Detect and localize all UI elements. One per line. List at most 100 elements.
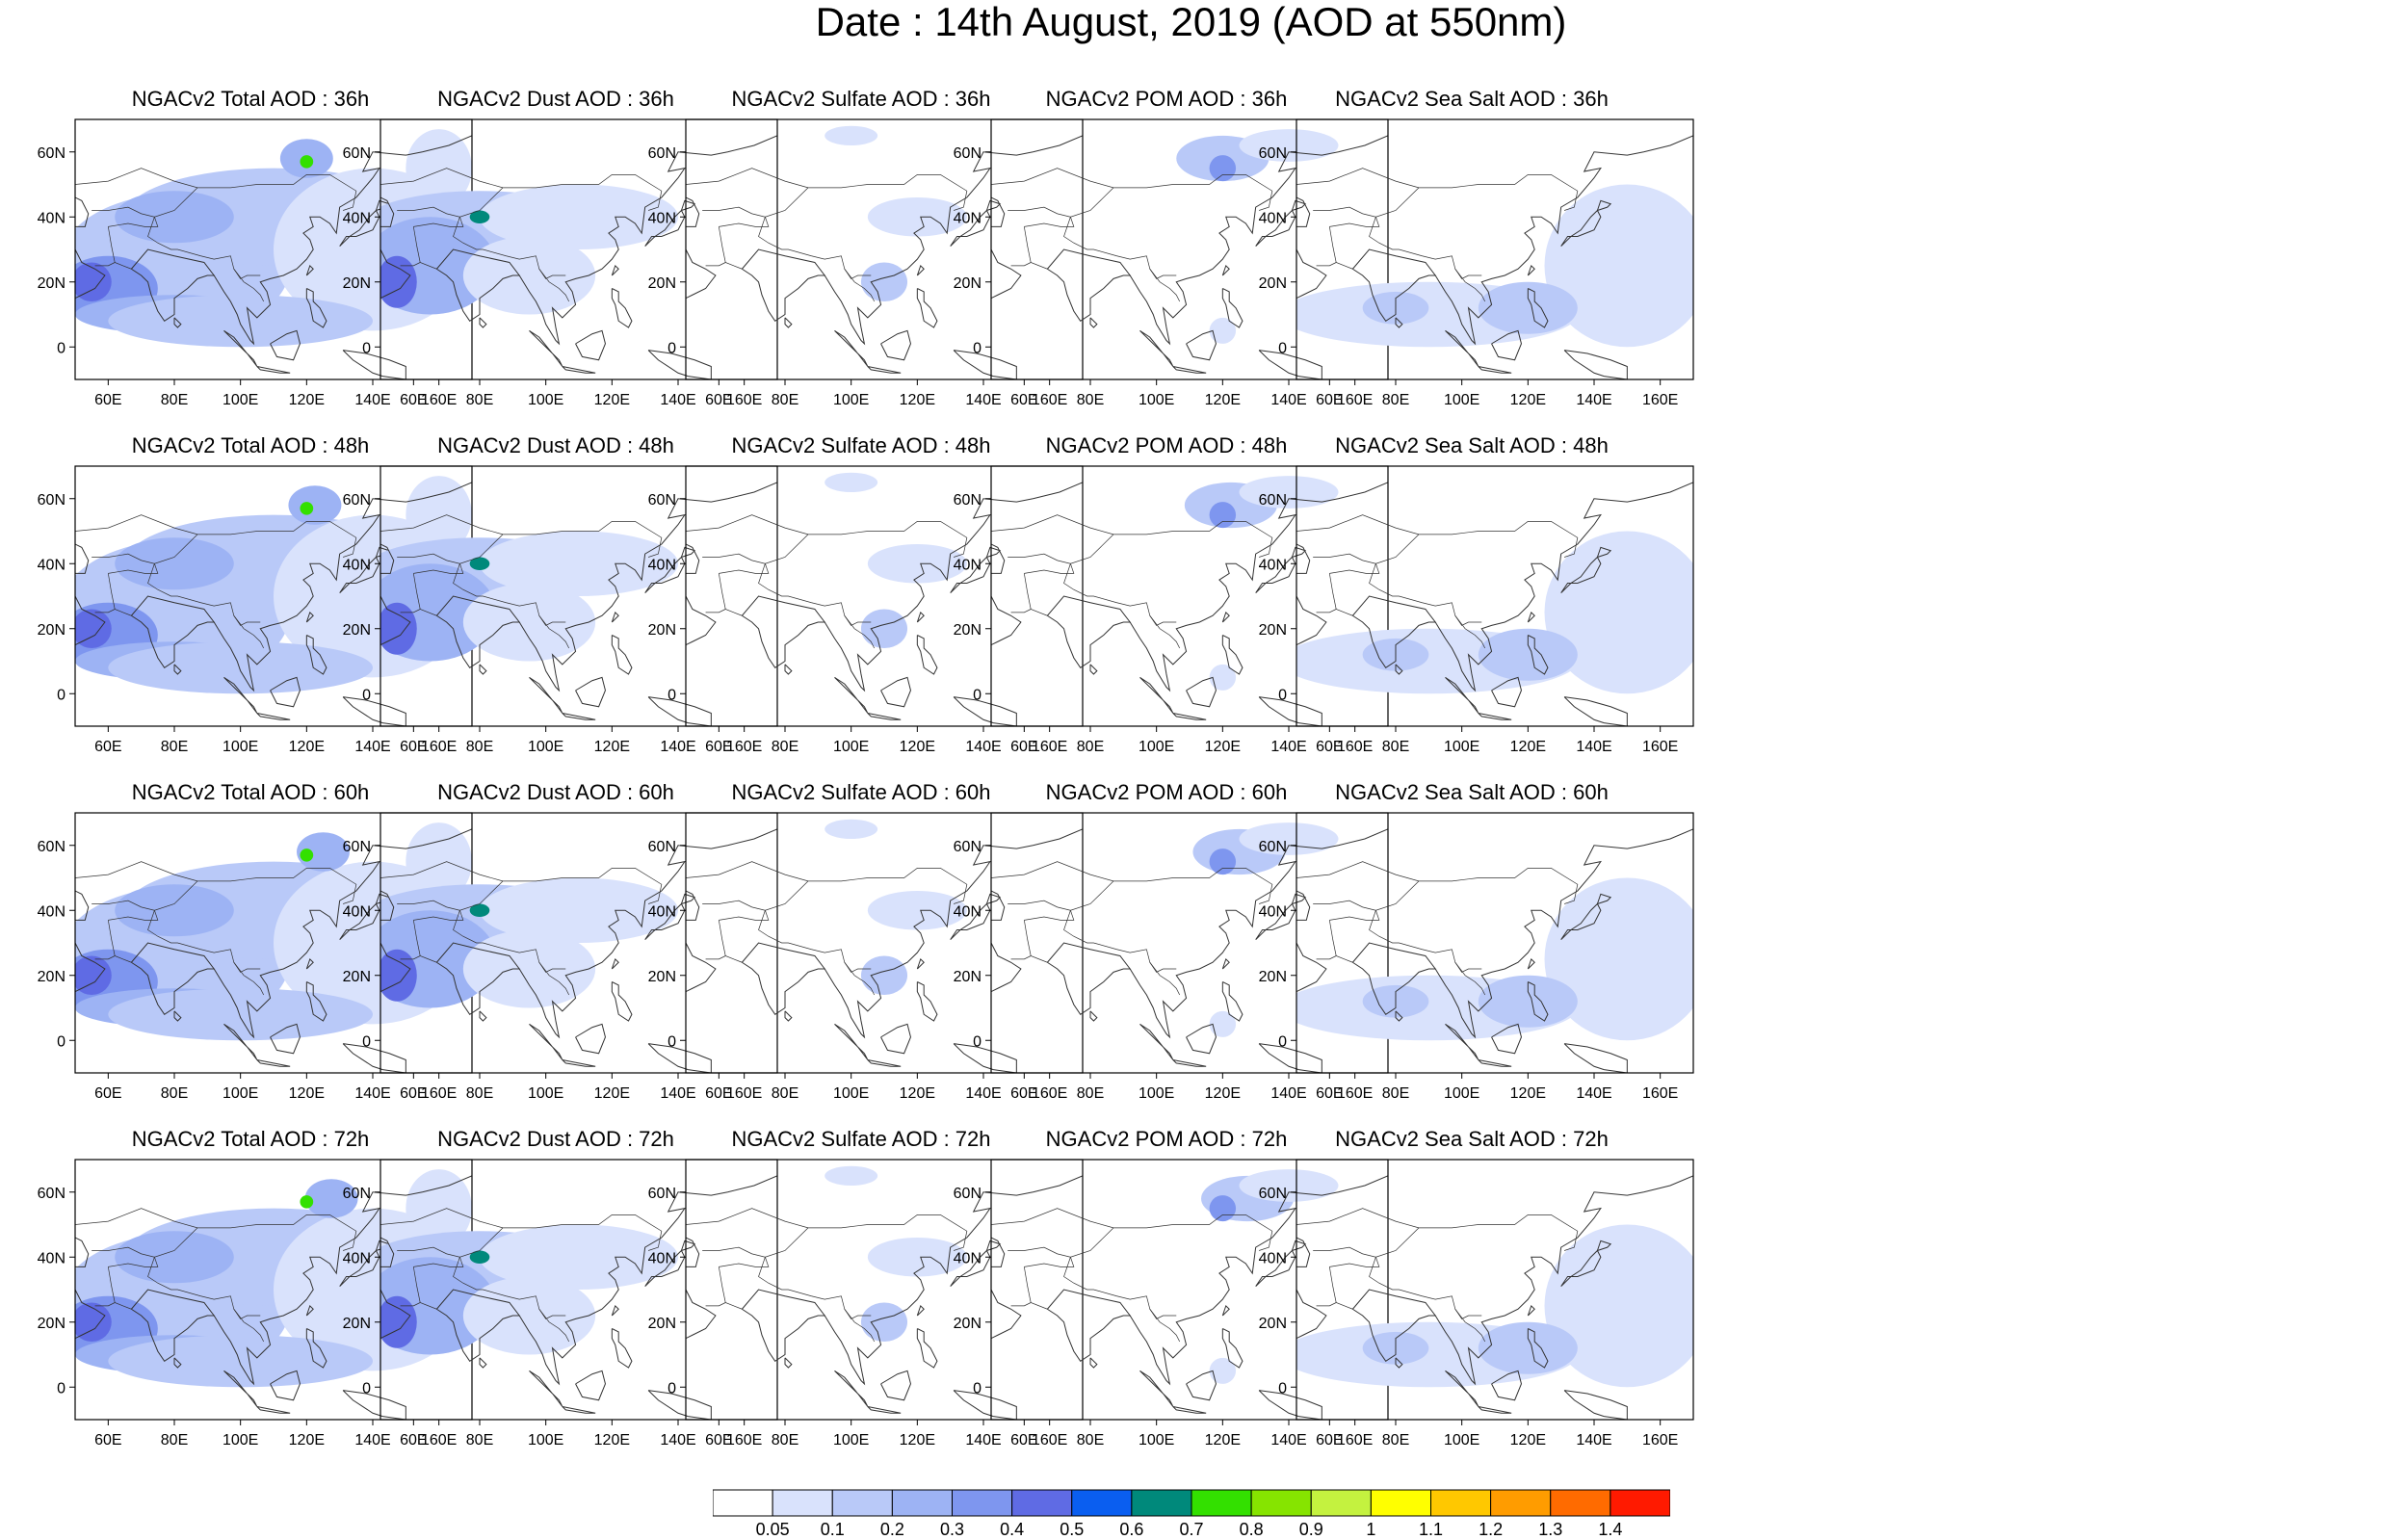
lat-tick-label: 20N [343, 622, 371, 639]
colorbar-label: 0.3 [939, 1520, 965, 1539]
lon-tick-label: 80E [1382, 392, 1409, 408]
lon-tick-label: 100E [1139, 1432, 1174, 1449]
aod-field-patch [108, 988, 373, 1041]
country-border [1329, 1214, 1579, 1267]
map-panel-seasalt: NGACv2 Sea Salt AOD : 36h 60N 40N 20N 0 60E 80… [1250, 87, 1694, 414]
map-frame [380, 465, 778, 727]
country-border [1010, 1302, 1032, 1307]
coastline [529, 1370, 563, 1407]
country-border [108, 1214, 357, 1267]
coastline [380, 595, 411, 646]
country-border [719, 868, 968, 921]
aod-field-patch [115, 191, 234, 244]
country-border [1328, 573, 1353, 616]
coastline [991, 1289, 1022, 1340]
country-border [94, 609, 116, 613]
coastline [1296, 248, 1327, 300]
coastline [1560, 902, 1602, 940]
country-border [1313, 553, 1376, 564]
country-border [413, 868, 663, 921]
country-border [538, 269, 570, 302]
coastline [1221, 1304, 1230, 1317]
lat-tick-label: 40N [648, 903, 676, 920]
coastline [270, 676, 301, 708]
coastline [1258, 350, 1322, 379]
lon-tick-label: 80E [1077, 1085, 1104, 1102]
coastline [575, 1370, 606, 1401]
coastline [213, 828, 472, 1039]
aod-field-patch [1209, 502, 1237, 529]
country-border [538, 962, 570, 996]
lat-tick-label: 40N [1259, 557, 1287, 573]
aod-field-patch [406, 129, 472, 208]
coastline [1527, 611, 1535, 623]
coastline [173, 664, 182, 675]
lon-tick-label: 120E [1205, 1085, 1241, 1102]
coastline [686, 890, 700, 921]
aod-map: 60N 40N 20N 0 60E 80E 100E 120E 140E 160E [648, 118, 1084, 408]
coastline [342, 350, 406, 379]
colorbar-label: 0.1 [820, 1520, 845, 1539]
country-border [718, 226, 743, 270]
country-border [1369, 563, 1482, 626]
map-frame [990, 812, 1389, 1074]
coastline [1186, 1370, 1217, 1401]
coastline [916, 1328, 938, 1369]
panel-title: NGACv2 Sulfate AOD : 36h [731, 87, 991, 111]
lon-tick-label: 100E [528, 392, 563, 408]
coastline [173, 1010, 182, 1022]
lat-tick-label: 40N [954, 903, 982, 920]
country-border [107, 573, 132, 616]
coastline [680, 546, 696, 558]
lon-tick-label: 120E [900, 1085, 935, 1102]
country-border [1329, 174, 1579, 227]
country-border [94, 1302, 116, 1307]
country-border [538, 1309, 570, 1343]
coastline [1596, 1240, 1612, 1251]
country-border [1008, 900, 1071, 911]
aod-map: 60N 40N 20N 0 60E 80E 100E 120E 140E 160E [954, 465, 1389, 755]
lon-tick-label: 100E [1139, 1085, 1174, 1102]
colorbar-swatch [713, 1489, 773, 1517]
coastline [950, 209, 991, 247]
lon-tick-label: 100E [1444, 739, 1479, 755]
colorbar-label: 0.5 [1060, 1520, 1085, 1539]
country-border [233, 615, 265, 649]
aod-field-patch [297, 832, 350, 872]
coastline [75, 196, 90, 227]
aod-field-patch [1478, 628, 1578, 681]
lon-tick-label: 60E [400, 1085, 427, 1102]
aod-field-patch [1209, 155, 1237, 182]
lon-tick-label: 60E [1010, 1085, 1037, 1102]
lat-tick-label: 60N [38, 492, 65, 509]
lon-tick-label: 140E [660, 1085, 695, 1102]
colorbar-label: 0.9 [1298, 1520, 1323, 1539]
country-border [92, 1246, 155, 1258]
map-panel-pom: NGACv2 POM AOD : 60h 60N 40N 20N 0 60E 80E 100E… [945, 780, 1389, 1108]
map-panel-sulfate: NGACv2 Sulfate AOD : 36h 60N 40N 20N 0 60E 80E… [640, 87, 1084, 414]
coastline [1527, 1328, 1549, 1369]
lat-tick-label: 0 [1278, 340, 1287, 356]
coastline [950, 556, 991, 593]
coastline [305, 264, 314, 276]
lon-tick-label: 140E [1576, 1432, 1611, 1449]
coastline [953, 696, 1017, 726]
lat-tick-label: 0 [973, 340, 982, 356]
map-panel-sulfate: NGACv2 Sulfate AOD : 72h 60N 40N 20N 0 60E 80E… [640, 1127, 1084, 1454]
coastline [1255, 556, 1296, 593]
lon-tick-label: 160E [1032, 1432, 1067, 1449]
map-frame [1296, 118, 1694, 380]
coastline [1296, 942, 1327, 993]
lat-tick-label: 20N [648, 969, 676, 985]
lat-tick-label: 40N [954, 210, 982, 226]
coastline [916, 288, 938, 328]
coastline [1186, 329, 1217, 361]
lat-tick-label: 60N [343, 1186, 371, 1202]
panel-title: NGACv2 Total AOD : 48h [131, 433, 370, 457]
coastline [1221, 264, 1230, 276]
lon-tick-label: 60E [1316, 1432, 1343, 1449]
coastline [213, 482, 472, 692]
lat-tick-label: 40N [954, 1250, 982, 1266]
lon-tick-label: 140E [354, 739, 390, 755]
colorbar-swatch [1490, 1489, 1552, 1517]
